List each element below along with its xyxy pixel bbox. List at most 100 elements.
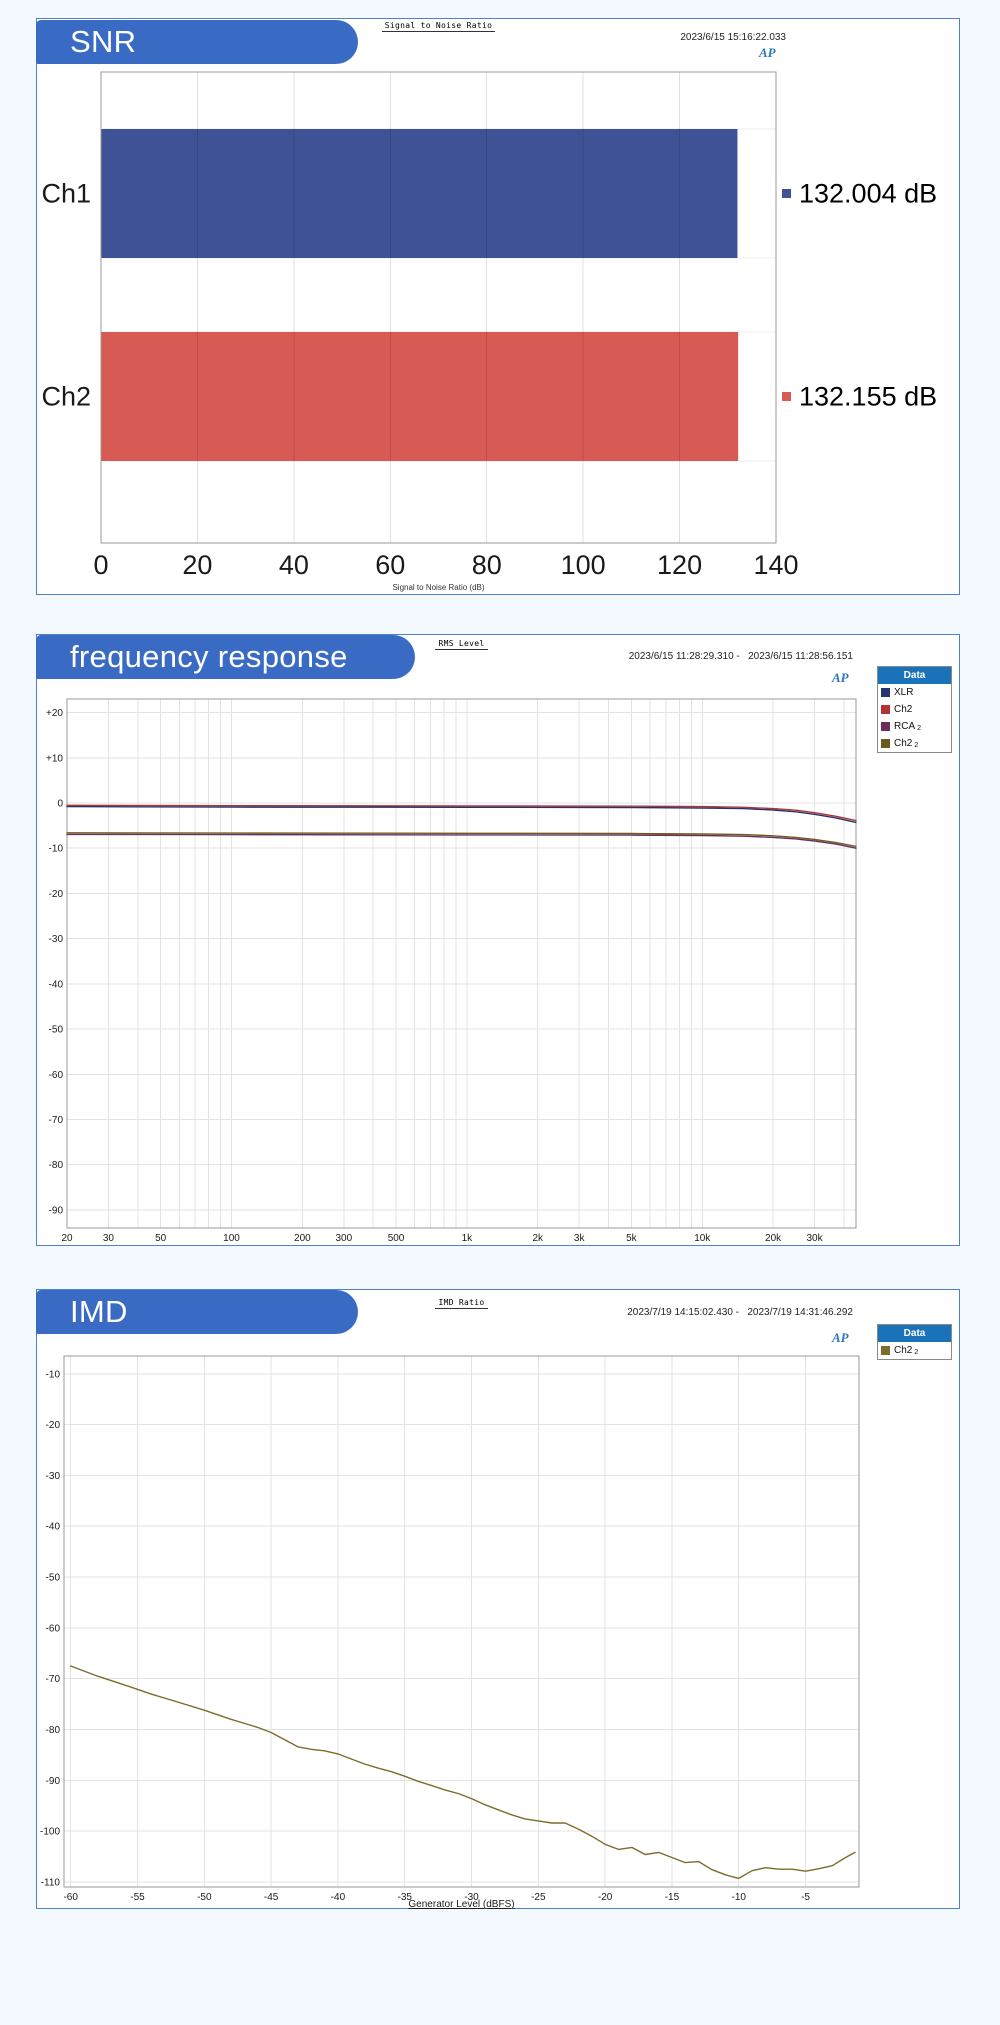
svg-text:-45: -45 <box>264 1892 279 1903</box>
svg-text:Signal to Noise Ratio (dB): Signal to Noise Ratio (dB) <box>392 583 484 592</box>
legend-item: Ch2 <box>878 701 951 718</box>
frequency-response-panel: RMS Level 2023/6/15 11:28:29.310 - 2023/… <box>36 634 960 1246</box>
svg-text:-10: -10 <box>46 1369 61 1380</box>
imd-line-chart-canvas: -10-20-30-40-50-60-70-80-90-100-110-60 -5… <box>40 1355 860 1910</box>
svg-text:-30: -30 <box>46 1471 61 1482</box>
legend-header: Data <box>878 1325 951 1342</box>
svg-text:140: 140 <box>753 550 798 580</box>
svg-text:500: 500 <box>388 1233 405 1244</box>
snr-banner: SNR <box>36 20 358 64</box>
svg-text:1k: 1k <box>462 1233 474 1244</box>
svg-text:200: 200 <box>294 1233 311 1244</box>
svg-text:-80: -80 <box>49 1160 64 1171</box>
svg-text:-30: -30 <box>464 1892 479 1903</box>
svg-text:-10: -10 <box>732 1892 747 1903</box>
svg-text:-20: -20 <box>46 1420 61 1431</box>
svg-text:30k: 30k <box>806 1233 823 1244</box>
svg-text:0: 0 <box>93 550 108 580</box>
fr-chart-title-text: RMS Level <box>435 639 488 650</box>
imd-timestamp: 2023/7/19 14:15:02.430 - 2023/7/19 14:31… <box>627 1307 853 1318</box>
fr-legend: Data XLR Ch2 RCA 2 Ch2 2 <box>877 666 952 753</box>
svg-text:2k: 2k <box>532 1233 544 1244</box>
svg-text:-60: -60 <box>49 1070 64 1081</box>
svg-text:-15: -15 <box>665 1892 680 1903</box>
svg-text:80: 80 <box>472 550 502 580</box>
fr-timestamp: 2023/6/15 11:28:29.310 - 2023/6/15 11:28… <box>628 651 853 662</box>
svg-text:-60: -60 <box>46 1623 61 1634</box>
imd-chart-title: IMD Ratio <box>64 1298 859 1309</box>
svg-text:0: 0 <box>57 798 63 809</box>
snr-chart-title-text: Signal to Noise Ratio <box>381 21 496 32</box>
svg-text:-40: -40 <box>331 1892 346 1903</box>
svg-text:300: 300 <box>335 1233 352 1244</box>
snr-banner-label: SNR <box>70 24 137 59</box>
svg-text:60: 60 <box>375 550 405 580</box>
svg-text:-90: -90 <box>49 1205 64 1216</box>
svg-text:20: 20 <box>182 550 212 580</box>
ap-logo: AP <box>832 670 849 685</box>
svg-text:100: 100 <box>561 550 606 580</box>
svg-text:-55: -55 <box>130 1892 145 1903</box>
fr-chart-title: RMS Level <box>67 639 856 650</box>
snr-chart-title: Signal to Noise Ratio <box>101 21 776 32</box>
svg-text:-20: -20 <box>598 1892 613 1903</box>
svg-text:100: 100 <box>223 1233 240 1244</box>
svg-text:Generator Level (dBFS): Generator Level (dBFS) <box>408 1899 514 1910</box>
imd-chart-title-text: IMD Ratio <box>435 1298 488 1309</box>
svg-text:+10: +10 <box>46 753 63 764</box>
svg-text:-40: -40 <box>49 979 64 990</box>
svg-text:3k: 3k <box>574 1233 586 1244</box>
legend-swatch-icon <box>881 1346 890 1355</box>
svg-text:-50: -50 <box>49 1025 64 1036</box>
legend-swatch-icon <box>881 705 890 714</box>
svg-text:-35: -35 <box>397 1892 412 1903</box>
svg-text:-90: -90 <box>46 1776 61 1787</box>
svg-text:-60: -60 <box>63 1892 78 1903</box>
svg-text:-100: -100 <box>40 1827 60 1838</box>
svg-text:-20: -20 <box>49 889 64 900</box>
snr-bar-chart-canvas: Ch1 132.004 dB Ch2 132.155 dB 0 20 40 60 80 100 12… <box>41 71 937 592</box>
svg-text:-25: -25 <box>531 1892 546 1903</box>
svg-text:-110: -110 <box>41 1877 61 1888</box>
svg-text:20: 20 <box>61 1233 73 1244</box>
ap-logo: AP <box>759 45 776 60</box>
svg-text:132.155 dB: 132.155 dB <box>799 382 937 412</box>
svg-text:Ch2: Ch2 <box>41 382 91 412</box>
frequency-response-banner: frequency response <box>36 635 415 679</box>
svg-text:30: 30 <box>103 1233 115 1244</box>
snr-panel: Signal to Noise Ratio 2023/6/15 15:16:22… <box>36 18 960 595</box>
fr-line-chart-canvas: +20 +10 0 -10 -20 -30 -40 -50 -60 -70 -80 -90 20 30 50… <box>46 698 857 1244</box>
snr-timestamp: 2023/6/15 15:16:22.033 <box>680 32 786 43</box>
legend-header: Data <box>878 667 951 684</box>
svg-text:5k: 5k <box>626 1233 638 1244</box>
legend-item: RCA 2 <box>878 718 951 735</box>
legend-swatch-icon <box>881 739 890 748</box>
svg-text:-80: -80 <box>46 1725 61 1736</box>
legend-swatch-icon <box>881 722 890 731</box>
svg-text:-30: -30 <box>49 934 64 945</box>
imd-banner: IMD <box>36 1290 358 1334</box>
legend-item: Ch2 2 <box>878 735 951 752</box>
svg-text:-5: -5 <box>801 1892 810 1903</box>
svg-text:+20: +20 <box>46 708 63 719</box>
svg-text:-50: -50 <box>197 1892 212 1903</box>
svg-text:120: 120 <box>657 550 702 580</box>
imd-banner-label: IMD <box>70 1294 128 1329</box>
svg-text:20k: 20k <box>765 1233 782 1244</box>
svg-text:Ch1: Ch1 <box>41 179 91 209</box>
frequency-response-banner-label: frequency response <box>70 639 348 674</box>
legend-item: XLR <box>878 684 951 701</box>
svg-text:-70: -70 <box>46 1674 61 1685</box>
legend-swatch-icon <box>881 688 890 697</box>
svg-text:40: 40 <box>279 550 309 580</box>
svg-text:10k: 10k <box>694 1233 711 1244</box>
legend-item: Ch2 2 <box>878 1342 951 1359</box>
svg-text:-50: -50 <box>46 1573 61 1584</box>
ap-logo: AP <box>832 1330 849 1345</box>
svg-text:132.004 dB: 132.004 dB <box>799 179 937 209</box>
imd-legend: Data Ch2 2 <box>877 1324 952 1360</box>
svg-text:50: 50 <box>155 1233 167 1244</box>
svg-text:-70: -70 <box>49 1115 64 1126</box>
svg-text:-10: -10 <box>49 844 64 855</box>
imd-panel: IMD Ratio 2023/7/19 14:15:02.430 - 2023/… <box>36 1289 960 1910</box>
